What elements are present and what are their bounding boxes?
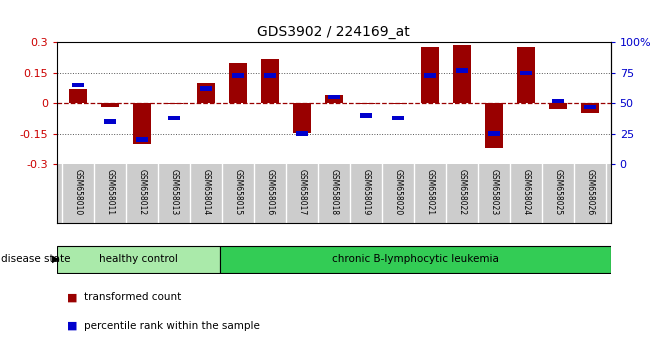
Text: GSM658013: GSM658013 <box>169 169 178 215</box>
Bar <box>231 73 244 78</box>
Text: ▶: ▶ <box>52 254 59 264</box>
Bar <box>69 89 87 103</box>
Bar <box>520 71 532 75</box>
Bar <box>261 59 278 103</box>
Bar <box>220 246 611 273</box>
Bar <box>264 73 276 78</box>
Text: chronic B-lymphocytic leukemia: chronic B-lymphocytic leukemia <box>331 254 499 264</box>
Text: GSM658024: GSM658024 <box>521 169 530 215</box>
Bar <box>168 116 180 120</box>
Text: GSM658018: GSM658018 <box>329 169 338 215</box>
Text: GSM658021: GSM658021 <box>425 169 434 215</box>
Bar <box>133 103 150 144</box>
Bar <box>101 103 119 107</box>
Bar <box>165 103 183 104</box>
Text: GSM658026: GSM658026 <box>585 169 595 215</box>
Text: ■: ■ <box>67 292 78 302</box>
Bar <box>325 95 343 103</box>
Bar <box>456 68 468 73</box>
Bar <box>327 95 340 99</box>
Text: GSM658015: GSM658015 <box>234 169 242 215</box>
Text: GSM658020: GSM658020 <box>393 169 403 215</box>
Bar <box>485 103 503 148</box>
Bar <box>424 73 436 78</box>
Title: GDS3902 / 224169_at: GDS3902 / 224169_at <box>258 25 410 39</box>
Text: GSM658023: GSM658023 <box>489 169 499 215</box>
Bar <box>360 113 372 118</box>
Bar <box>421 46 439 103</box>
Text: GSM658022: GSM658022 <box>458 169 466 215</box>
Bar <box>293 103 311 133</box>
Bar <box>389 103 407 104</box>
Bar <box>581 103 599 113</box>
Text: GSM658010: GSM658010 <box>73 169 83 215</box>
Text: GSM658014: GSM658014 <box>201 169 210 215</box>
Bar <box>584 105 596 109</box>
Bar <box>200 86 212 91</box>
Text: GSM658016: GSM658016 <box>265 169 274 215</box>
Bar <box>517 46 535 103</box>
Text: GSM658017: GSM658017 <box>297 169 307 215</box>
Bar <box>136 137 148 142</box>
Bar <box>488 131 500 136</box>
Bar <box>357 103 374 104</box>
Bar <box>104 119 116 124</box>
Text: healthy control: healthy control <box>99 254 178 264</box>
Text: disease state: disease state <box>1 254 70 264</box>
Text: GSM658012: GSM658012 <box>138 169 146 215</box>
Bar <box>549 103 566 109</box>
Text: ■: ■ <box>67 321 78 331</box>
Bar <box>57 246 220 273</box>
Bar <box>229 63 247 103</box>
Text: percentile rank within the sample: percentile rank within the sample <box>84 321 260 331</box>
Bar <box>296 131 308 136</box>
Text: GSM658025: GSM658025 <box>554 169 562 215</box>
Text: GSM658019: GSM658019 <box>361 169 370 215</box>
Bar <box>197 83 215 103</box>
Text: GSM658011: GSM658011 <box>105 169 114 215</box>
Bar <box>392 116 404 120</box>
Bar <box>72 83 84 87</box>
Bar <box>552 98 564 103</box>
Text: transformed count: transformed count <box>84 292 181 302</box>
Bar <box>453 45 470 103</box>
